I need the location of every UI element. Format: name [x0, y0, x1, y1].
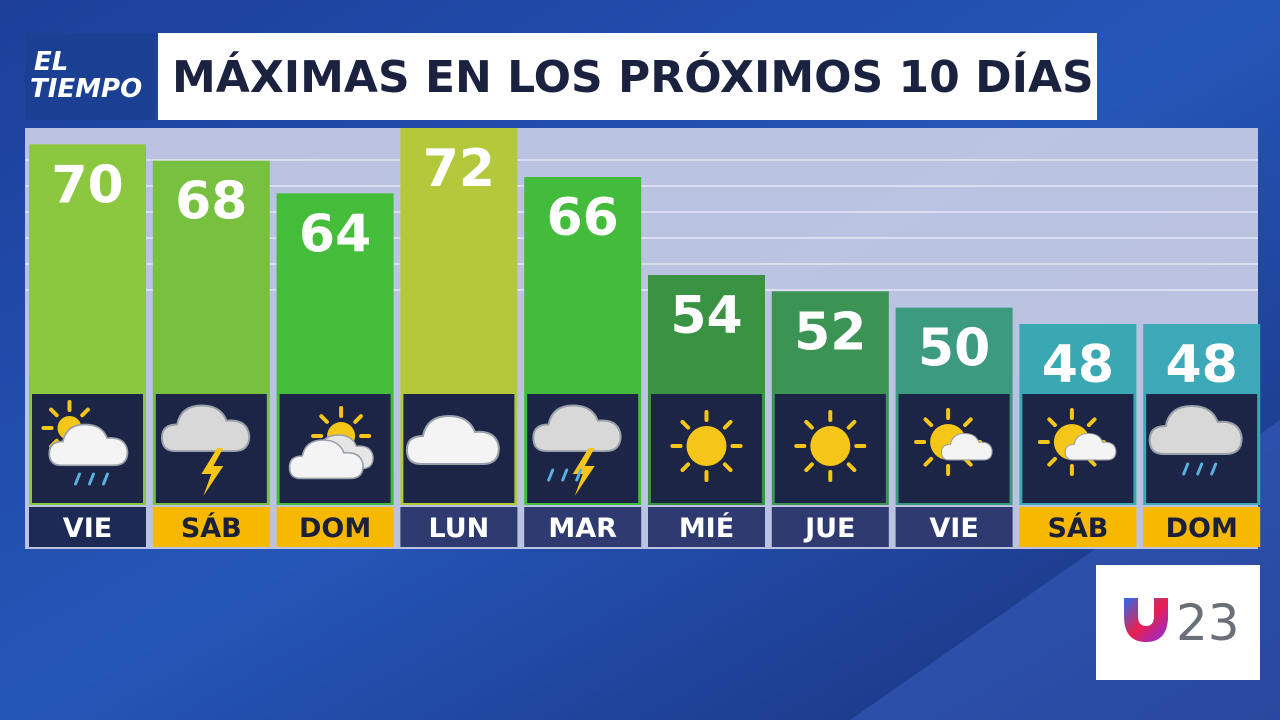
cloud-icon [532, 404, 622, 453]
value-label: 54 [670, 286, 742, 346]
sun-ray [923, 417, 934, 428]
cloud-shape [160, 404, 251, 453]
cloud-icon [1064, 432, 1117, 461]
day-label: SÁB [181, 512, 242, 544]
sun-ray [49, 407, 59, 418]
sun-disc [686, 426, 727, 466]
day-label-box [29, 507, 146, 547]
cloud-shape [405, 414, 500, 465]
cloud-shape [1064, 432, 1117, 461]
day-label-box [648, 507, 765, 547]
sun-ray [722, 419, 733, 430]
cloud-shape [288, 439, 364, 480]
cloud-icon [288, 439, 364, 480]
value-label: 72 [423, 139, 495, 199]
value-label: 48 [1166, 335, 1238, 395]
station-logo-mark [1124, 598, 1168, 642]
day-label: DOM [299, 513, 371, 544]
cloud-icon [940, 432, 993, 461]
day-label-box [1143, 507, 1261, 547]
day-label-box [771, 507, 889, 547]
rain-drop [88, 472, 95, 486]
day-label: MAR [548, 513, 617, 544]
cloud-icon [48, 423, 129, 467]
cloud-shape [940, 432, 993, 461]
title-box [158, 33, 1097, 120]
cloud-shape [532, 404, 622, 453]
sun-ray [963, 417, 973, 428]
day-label-box [524, 507, 642, 547]
day-label: VIE [63, 513, 112, 544]
value-label: 66 [547, 188, 619, 248]
day-label: SÁB [1047, 512, 1108, 544]
sun-ray [80, 407, 90, 418]
rain-drop [74, 472, 81, 486]
logo-text: TIEMPO [30, 74, 142, 104]
sun-ray [846, 419, 857, 430]
value-label: 50 [918, 319, 990, 379]
sun-icon [794, 410, 867, 482]
sun-ray [923, 456, 934, 467]
cloud-shape [48, 423, 129, 467]
sun-ray [1086, 417, 1097, 428]
day-label-box [152, 507, 270, 547]
sun-disc [810, 426, 851, 466]
sun-ray [319, 414, 329, 424]
sun-ray [846, 462, 857, 473]
cloud-icon [160, 404, 251, 453]
day-label: LUN [429, 513, 490, 544]
value-label: 70 [51, 155, 123, 215]
rain-drop [547, 468, 555, 482]
lightning [201, 448, 224, 496]
sun-ray [804, 419, 814, 430]
rain-drop [561, 468, 569, 482]
sun-ray [1047, 417, 1057, 428]
sun-ray [680, 419, 691, 430]
day-label-box [400, 507, 518, 547]
rain-drop [575, 468, 583, 482]
logo-box [25, 33, 155, 120]
station-logo-box [1096, 565, 1260, 680]
cloud-shape [1148, 404, 1243, 455]
day-label-box [276, 507, 394, 547]
value-label: 68 [175, 172, 247, 232]
rain-drop [1196, 462, 1204, 476]
sun-ray [722, 462, 733, 473]
cloud-icon [405, 414, 500, 465]
lightning [572, 448, 595, 496]
day-label-box [895, 507, 1013, 547]
value-label: 48 [1042, 335, 1114, 395]
day-label: MIÉ [679, 512, 734, 544]
sun-ray [353, 414, 363, 424]
day-label: JUE [803, 513, 855, 544]
logo-text: EL [34, 47, 68, 77]
value-label: 52 [794, 302, 866, 362]
sun-ray [1047, 456, 1057, 467]
rain-drop [1210, 462, 1218, 476]
day-label: VIE [929, 513, 978, 544]
cloud-icon [1148, 404, 1243, 455]
rain-drop [102, 472, 109, 486]
chart-title: MÁXIMAS EN LOS PRÓXIMOS 10 DÍAS [172, 50, 1094, 103]
value-label: 64 [299, 204, 371, 264]
sun-icon [670, 410, 743, 482]
station-number: 23 [1176, 594, 1240, 652]
rain-drop [1182, 462, 1190, 476]
sun-ray [680, 462, 691, 473]
day-label-box [1019, 507, 1137, 547]
day-label: DOM [1166, 513, 1238, 544]
sun-ray [804, 462, 814, 473]
